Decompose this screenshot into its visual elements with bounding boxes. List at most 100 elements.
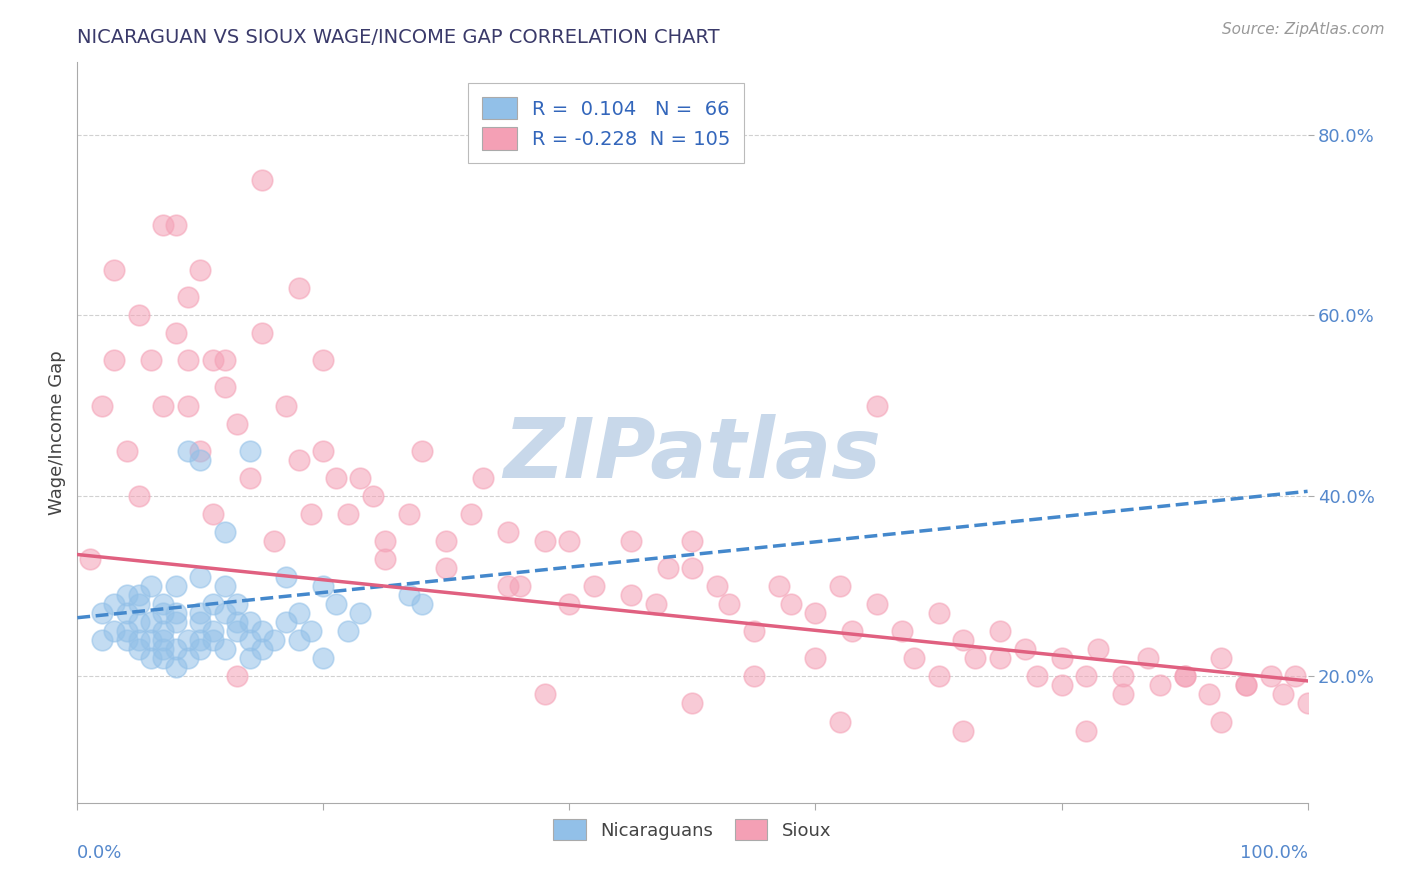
Point	[214, 579, 236, 593]
Point	[288, 281, 311, 295]
Point	[374, 552, 396, 566]
Point	[201, 597, 224, 611]
Point	[988, 624, 1011, 639]
Point	[239, 471, 262, 485]
Point	[152, 399, 174, 413]
Point	[250, 624, 273, 639]
Point	[226, 597, 249, 611]
Point	[226, 417, 249, 431]
Text: Source: ZipAtlas.com: Source: ZipAtlas.com	[1222, 22, 1385, 37]
Point	[103, 597, 125, 611]
Point	[188, 452, 212, 467]
Point	[496, 524, 519, 539]
Point	[128, 308, 150, 322]
Point	[214, 642, 236, 657]
Point	[115, 633, 138, 648]
Point	[312, 579, 335, 593]
Point	[903, 651, 925, 665]
Point	[804, 606, 827, 620]
Point	[128, 642, 150, 657]
Point	[337, 507, 360, 521]
Point	[1026, 669, 1049, 683]
Point	[79, 552, 101, 566]
Point	[325, 471, 347, 485]
Point	[128, 633, 150, 648]
Point	[276, 570, 298, 584]
Point	[1174, 669, 1197, 683]
Point	[152, 624, 174, 639]
Point	[188, 633, 212, 648]
Point	[276, 615, 298, 630]
Point	[1136, 651, 1159, 665]
Point	[177, 399, 200, 413]
Point	[177, 353, 200, 368]
Point	[115, 624, 138, 639]
Point	[103, 624, 125, 639]
Point	[128, 597, 150, 611]
Point	[165, 642, 187, 657]
Point	[299, 624, 322, 639]
Point	[496, 579, 519, 593]
Point	[349, 471, 371, 485]
Text: 100.0%: 100.0%	[1240, 844, 1308, 862]
Point	[1272, 688, 1295, 702]
Point	[299, 507, 322, 521]
Point	[288, 606, 311, 620]
Point	[620, 588, 643, 602]
Point	[988, 651, 1011, 665]
Point	[1076, 723, 1098, 738]
Point	[706, 579, 728, 593]
Point	[952, 633, 974, 648]
Point	[188, 570, 212, 584]
Point	[128, 588, 150, 602]
Point	[250, 642, 273, 657]
Point	[239, 615, 262, 630]
Point	[682, 533, 704, 548]
Point	[965, 651, 987, 665]
Point	[201, 624, 224, 639]
Point	[1014, 642, 1036, 657]
Point	[1112, 669, 1135, 683]
Point	[1076, 669, 1098, 683]
Point	[226, 615, 249, 630]
Point	[152, 651, 174, 665]
Point	[239, 633, 262, 648]
Point	[866, 399, 889, 413]
Point	[1211, 651, 1233, 665]
Point	[1260, 669, 1282, 683]
Point	[398, 507, 420, 521]
Point	[177, 290, 200, 304]
Point	[152, 642, 174, 657]
Point	[103, 353, 125, 368]
Point	[141, 651, 163, 665]
Point	[928, 669, 950, 683]
Point	[276, 399, 298, 413]
Point	[214, 353, 236, 368]
Point	[263, 533, 285, 548]
Point	[1087, 642, 1109, 657]
Point	[472, 471, 495, 485]
Point	[411, 443, 433, 458]
Point	[90, 633, 114, 648]
Text: ZIPatlas: ZIPatlas	[503, 414, 882, 495]
Point	[201, 353, 224, 368]
Point	[534, 688, 557, 702]
Point	[1234, 678, 1257, 692]
Point	[411, 597, 433, 611]
Point	[928, 606, 950, 620]
Point	[165, 326, 187, 341]
Point	[866, 597, 889, 611]
Point	[398, 588, 420, 602]
Point	[128, 615, 150, 630]
Point	[1112, 688, 1135, 702]
Point	[1174, 669, 1197, 683]
Point	[288, 633, 311, 648]
Point	[337, 624, 360, 639]
Point	[620, 533, 643, 548]
Point	[841, 624, 863, 639]
Point	[250, 173, 273, 187]
Point	[1234, 678, 1257, 692]
Point	[1149, 678, 1171, 692]
Point	[312, 443, 335, 458]
Point	[534, 533, 557, 548]
